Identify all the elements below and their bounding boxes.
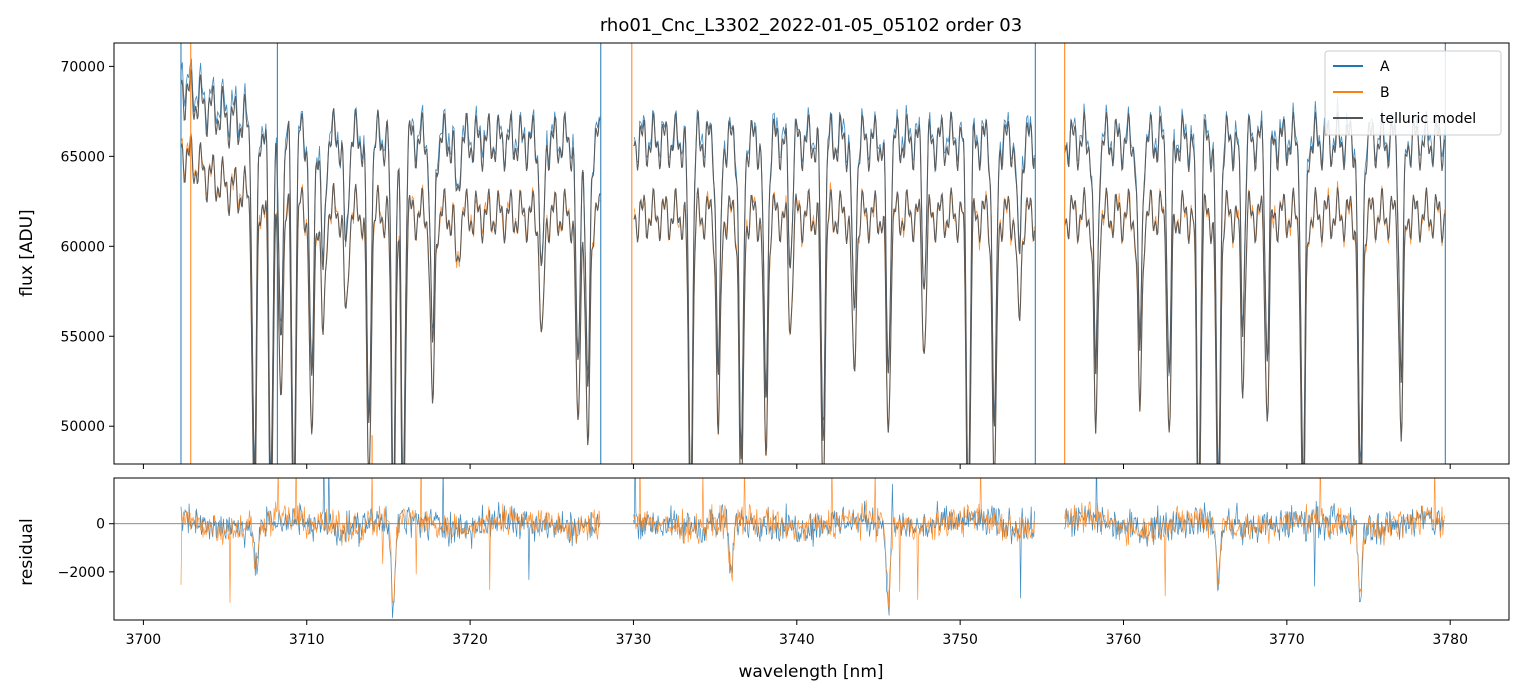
legend-label-model: telluric model	[1380, 111, 1476, 127]
x-tick-label: 3710	[289, 632, 325, 648]
flux-y-tick-label: 65000	[60, 149, 105, 165]
legend-label-a: A	[1380, 59, 1390, 75]
x-tick-label: 3760	[1106, 632, 1142, 648]
legend-box	[1324, 50, 1502, 136]
x-tick-label: 3730	[616, 632, 652, 648]
model-line-a	[180, 68, 1446, 464]
residual-ylabel: residual	[17, 518, 37, 585]
legend-label-b: B	[1380, 85, 1390, 101]
residual-y-tick-label: −2000	[58, 565, 105, 581]
residual-panel: −2000 0 3700 3710 3720 3730 3740 3750 3760 3770 3…	[17, 477, 1510, 648]
flux-y-tick-label: 70000	[60, 59, 105, 75]
legend: A B telluric model	[1324, 50, 1502, 136]
flux-axes-frame	[113, 42, 1510, 465]
residual-axes-frame	[113, 477, 1510, 621]
chart-title: rho01_Cnc_L3302_2022-01-05_05102 order 0…	[600, 15, 1022, 36]
x-tick-label: 3700	[126, 632, 162, 648]
flux-y-tick-label: 55000	[60, 329, 105, 345]
x-tick-label: 3740	[779, 632, 815, 648]
flux-y-tick-label: 60000	[60, 239, 105, 255]
model-line-b	[180, 135, 1446, 464]
x-tick-label: 3770	[1269, 632, 1305, 648]
flux-panel: 50000 55000 60000 65000 70000 flux [ADU] A B…	[17, 42, 1510, 469]
residual-b-line	[180, 478, 1445, 609]
x-axis-title: wavelength [nm]	[738, 662, 883, 682]
flux-y-tick-label: 50000	[60, 419, 105, 435]
x-tick-label: 3720	[452, 632, 488, 648]
x-tick-label: 3750	[942, 632, 978, 648]
residual-y-tick-label: 0	[96, 517, 105, 533]
x-tick-label: 3780	[1432, 632, 1468, 648]
flux-ylabel: flux [ADU]	[17, 209, 37, 296]
